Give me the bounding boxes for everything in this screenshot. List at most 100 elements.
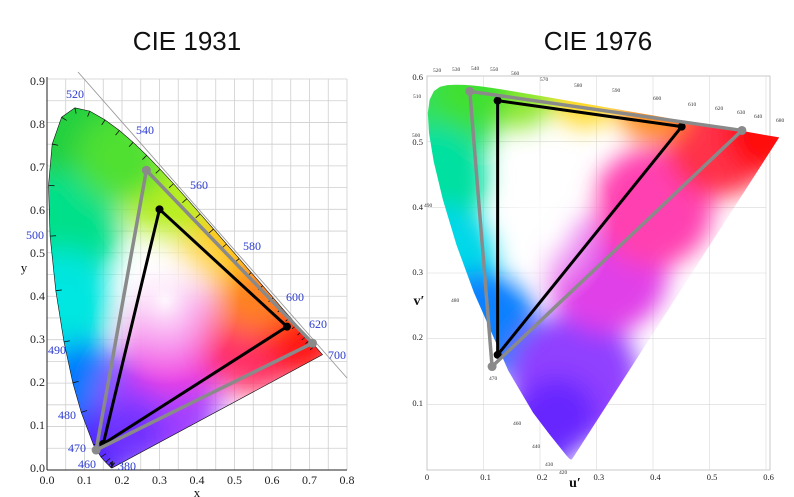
gamut-vertex	[465, 86, 475, 96]
cie1931-triangles	[91, 165, 317, 455]
wavelength-label: 500	[26, 228, 44, 242]
x-tick-label: 0.4	[650, 472, 661, 482]
wavelength-label: 540	[471, 66, 480, 72]
y-tick-label: 0.3	[412, 267, 423, 277]
y-tick-label: 0.1	[412, 398, 423, 408]
y-tick-label: 0.0	[30, 461, 45, 475]
wavelength-label: 470	[68, 441, 86, 455]
gamut-vertex	[155, 205, 164, 214]
x-tick-label: 0.5	[707, 472, 718, 482]
locus-tick	[182, 198, 188, 203]
cie1976-y-axis-label: v′	[414, 294, 425, 309]
gamut-triangle-gray	[468, 89, 744, 369]
y-tick-label: 0.2	[412, 332, 423, 342]
locus-tick	[142, 155, 147, 160]
wavelength-label: 600	[286, 290, 304, 304]
cie1976-y-tick-labels: 0.1 0.2 0.3 0.4 0.5 0.6	[412, 72, 423, 408]
gamut-vertex	[677, 122, 686, 131]
wavelength-label: 630	[737, 110, 746, 116]
wavelength-label: 570	[540, 77, 549, 83]
y-tick-label: 0.3	[30, 332, 45, 346]
x-tick-label: 0.3	[152, 473, 167, 487]
wavelength-label: 700	[328, 348, 346, 362]
color-region	[48, 249, 117, 360]
locus-tick	[81, 410, 88, 413]
wavelength-label: 520	[66, 87, 84, 101]
cie1931-x-tick-labels: 0.0 0.1 0.2 0.3 0.4 0.5 0.6 0.7 0.8	[40, 473, 355, 487]
y-tick-label: 0.5	[412, 137, 423, 147]
locus-tick	[52, 143, 59, 146]
locus-tick	[74, 107, 77, 114]
locus-tick	[100, 453, 107, 458]
wavelength-label: 510	[413, 94, 422, 100]
wavelength-label: 550	[490, 67, 499, 73]
cie1931-x-axis-label: x	[194, 485, 201, 497]
x-tick-label: 0.6	[763, 472, 774, 482]
gamut-vertex	[283, 322, 291, 331]
locus-tick	[155, 168, 161, 174]
x-tick-label: 0.5	[227, 473, 242, 487]
wavelength-label: 480	[451, 298, 460, 304]
cie1931-panel: CIE 1931 0.0 0.1 0.2 0.3 0.4 0.5 0.6 0.7…	[21, 26, 355, 497]
y-tick-label: 0.7	[30, 160, 45, 174]
locus-tick	[208, 228, 214, 234]
gamut-vertex	[487, 362, 497, 372]
gamut-vertex	[493, 96, 502, 105]
cie1931-wavelength-labels: 380 460 470 480 490 500 520 540 560 580 …	[26, 87, 346, 473]
y-tick-label: 0.2	[30, 375, 45, 389]
gamut-triangle-black	[101, 207, 289, 446]
x-tick-label: 0.0	[40, 473, 55, 487]
wavelength-label: 500	[412, 133, 421, 139]
wavelength-label: 640	[754, 114, 763, 120]
cie1976-x-axis-label: u′	[569, 476, 581, 491]
cie1976-triangles	[465, 86, 747, 372]
wavelength-label: 560	[511, 71, 520, 77]
wavelength-label: 620	[715, 106, 724, 112]
wavelength-label: 620	[309, 317, 327, 331]
gamut-vertex	[308, 338, 317, 348]
wavelength-label: 520	[433, 68, 442, 74]
locus-tick	[61, 116, 67, 121]
locus-tick	[168, 183, 174, 189]
locus-tick	[55, 289, 62, 292]
wavelength-label: 460	[513, 421, 522, 427]
y-tick-label: 0.4	[412, 202, 423, 212]
locus-tick	[87, 110, 91, 117]
y-tick-label: 0.6	[30, 203, 45, 217]
cie1976-panel: CIE 1976 0 0.1 0.2 0.3 0.4 0.5 0.6 0.1 0…	[412, 26, 785, 491]
y-tick-label: 0.4	[30, 289, 45, 303]
gamut-vertex	[493, 350, 502, 359]
wavelength-label: 680	[776, 118, 785, 124]
wavelength-label: 580	[574, 83, 583, 89]
locus-tick	[105, 457, 111, 463]
locus-tick	[128, 142, 134, 148]
locus-tick	[63, 340, 70, 343]
x-tick-label: 0.4	[190, 473, 205, 487]
gamut-vertex	[737, 125, 747, 135]
cie1976-title: CIE 1976	[544, 26, 652, 56]
cie1931-diagonal-line	[77, 71, 348, 379]
wavelength-label: 430	[545, 462, 554, 468]
x-tick-label: 0	[425, 472, 429, 482]
wavelength-label: 610	[688, 102, 697, 108]
wavelength-label: 420	[559, 470, 568, 476]
gamut-vertex	[141, 165, 151, 175]
cie1931-title: CIE 1931	[133, 26, 241, 56]
gamut-triangle-gray	[94, 168, 315, 452]
wavelength-label: 490	[424, 203, 433, 209]
y-tick-label: 0.6	[412, 72, 423, 82]
wavelength-label: 460	[78, 457, 96, 471]
wavelength-label: 440	[532, 444, 541, 450]
wavelength-label: 590	[612, 88, 621, 94]
locus-tick	[115, 130, 120, 136]
cie1976-wavelength-labels: 420 430 440 460 470 480 490 500 510 520 …	[412, 66, 785, 476]
wavelength-label: 380	[118, 459, 136, 473]
cie1931-locus-ticks	[48, 107, 316, 469]
x-tick-label: 0.6	[265, 473, 280, 487]
locus-tick	[195, 213, 201, 219]
x-tick-label: 0.3	[593, 472, 604, 482]
x-tick-label: 0.2	[115, 473, 130, 487]
y-tick-label: 0.9	[30, 74, 45, 88]
x-tick-label: 0.7	[302, 473, 317, 487]
